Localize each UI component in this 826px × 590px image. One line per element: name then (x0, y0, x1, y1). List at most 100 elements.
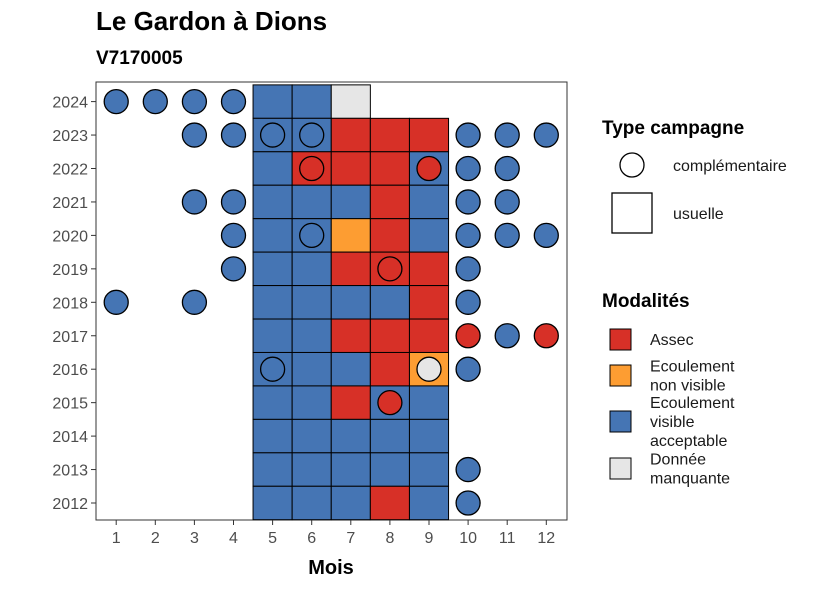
legend-label-complementaire: complémentaire (673, 158, 787, 175)
x-tick-label: 5 (268, 530, 277, 547)
y-tick-label: 2018 (52, 295, 88, 312)
tile-2015-5 (252, 385, 293, 420)
x-axis-title: Mois (308, 557, 354, 579)
point-2015-8 (377, 389, 403, 416)
tile-2012-9 (408, 485, 450, 521)
point-2018-3 (181, 289, 208, 315)
point-2021-10 (455, 189, 481, 215)
y-tick-label: 2024 (52, 95, 88, 112)
x-tick-label: 3 (190, 530, 199, 547)
y-tick-label: 2021 (52, 195, 88, 212)
legend-label-modalite: non visible (650, 378, 726, 395)
point-2020-11 (494, 222, 520, 249)
point-2016-9 (416, 356, 442, 382)
tile-2012-7 (330, 485, 371, 521)
tile-2023-8 (369, 117, 410, 153)
tile-2021-5 (252, 184, 293, 220)
legend-title-modalites: Modalités (602, 291, 690, 312)
point-2024-4 (220, 88, 247, 115)
tile-2021-8 (369, 184, 410, 220)
x-tick-label: 12 (537, 530, 555, 547)
tile-2020-8 (369, 218, 410, 253)
legend-title-type: Type campagne (602, 118, 744, 139)
tile-2021-6 (291, 184, 332, 220)
tile-2020-5 (252, 218, 293, 253)
point-2017-10 (455, 323, 481, 349)
tile-2022-7 (330, 151, 371, 186)
tile-2015-6 (291, 385, 332, 420)
tile-2023-7 (330, 117, 371, 153)
tile-2015-7 (330, 385, 371, 420)
tile-2017-5 (252, 318, 293, 353)
legend-label-modalite: Ecoulement (650, 359, 735, 376)
tile-2022-8 (369, 151, 410, 186)
tile-2019-5 (252, 251, 293, 287)
y-tick-label: 2023 (52, 128, 88, 145)
point-2019-10 (455, 256, 481, 282)
tile-2022-5 (252, 151, 293, 186)
tile-2018-7 (330, 285, 371, 320)
tile-2016-8 (369, 351, 410, 387)
x-tick-label: 11 (499, 530, 516, 547)
point-2022-9 (416, 155, 442, 182)
x-tick-label: 7 (346, 530, 355, 547)
tile-2024-7 (330, 84, 371, 119)
point-2023-11 (494, 122, 520, 148)
x-tick-label: 2 (151, 530, 160, 547)
tile-2014-6 (291, 418, 332, 454)
point-2023-10 (455, 122, 481, 148)
x-tick-label: 4 (229, 530, 238, 547)
chart-subtitle: V7170005 (96, 48, 183, 69)
legend-key-modalite (609, 328, 632, 351)
tile-2018-9 (408, 285, 450, 320)
point-2019-8 (377, 256, 403, 282)
tile-2021-7 (330, 184, 371, 220)
axes-layer: 1 2 3 4 5 6 7 8 9 10 11 122024202320222021202020192… (52, 95, 555, 547)
point-2021-3 (181, 189, 208, 215)
point-2016-10 (455, 356, 481, 382)
legend-label-modalite: Donnée (650, 452, 706, 469)
tile-2014-7 (330, 418, 371, 454)
tile-2017-8 (369, 318, 410, 353)
tile-2024-5 (252, 84, 293, 119)
legend-label-modalite: manquante (650, 471, 730, 488)
tile-2014-8 (369, 418, 410, 454)
tile-2012-5 (252, 485, 293, 521)
chart-title: Le Gardon à Dions (96, 6, 327, 36)
tile-2020-7 (330, 218, 371, 253)
y-tick-label: 2012 (52, 496, 88, 513)
legend-key-usuelle (611, 192, 653, 234)
point-2023-3 (181, 122, 208, 148)
y-tick-label: 2015 (52, 396, 88, 413)
point-2016-5 (259, 356, 286, 382)
x-tick-label: 10 (459, 530, 477, 547)
tile-2017-6 (291, 318, 332, 353)
point-2024-1 (103, 88, 129, 115)
legend-label-modalite: Assec (650, 332, 694, 349)
legend-key-modalite (609, 410, 632, 433)
point-2023-12 (533, 122, 559, 148)
y-tick-label: 2017 (52, 329, 88, 346)
tile-2014-5 (252, 418, 293, 454)
x-tick-label: 9 (425, 530, 434, 547)
y-tick-label: 2022 (52, 162, 88, 179)
legend-label-modalite: visible (650, 414, 695, 431)
tile-2019-9 (408, 251, 450, 287)
point-2012-10 (455, 490, 481, 516)
point-2020-4 (220, 222, 247, 249)
point-2021-4 (220, 189, 247, 215)
tile-2018-8 (369, 285, 410, 320)
point-2017-12 (533, 323, 559, 349)
tile-2017-7 (330, 318, 371, 353)
tile-2013-8 (369, 452, 410, 487)
point-2017-11 (494, 323, 520, 349)
tile-2014-9 (408, 418, 450, 454)
tile-2017-9 (408, 318, 450, 353)
tile-2016-7 (330, 351, 371, 387)
point-2020-12 (533, 222, 559, 249)
y-tick-label: 2014 (52, 429, 88, 446)
x-tick-label: 1 (112, 530, 121, 547)
point-2013-10 (455, 456, 481, 483)
tile-2016-6 (291, 351, 332, 387)
